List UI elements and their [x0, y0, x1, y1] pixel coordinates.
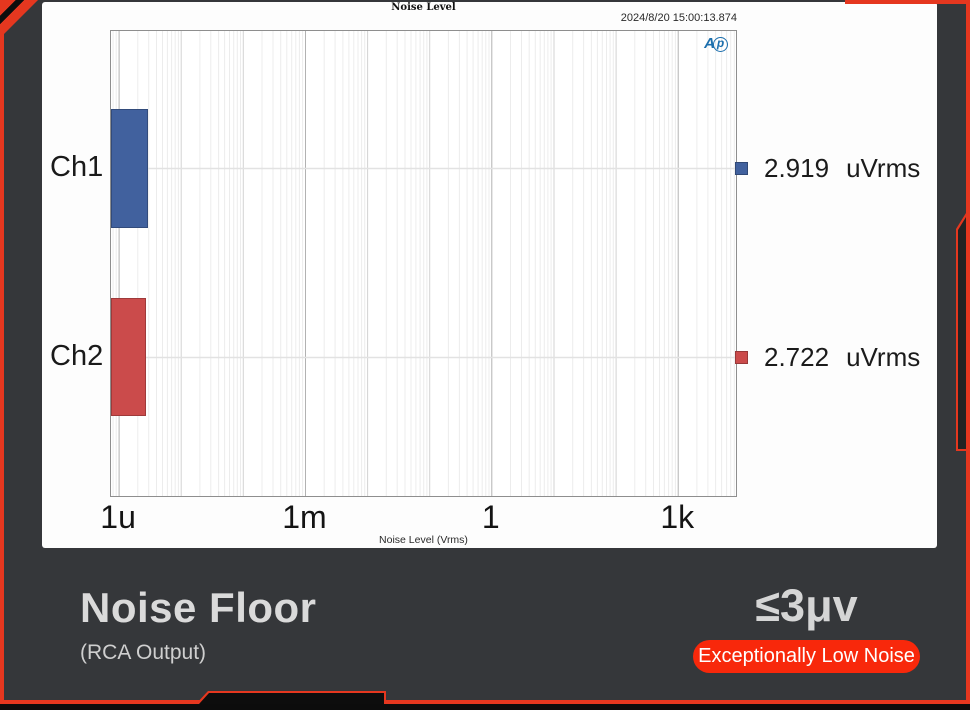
legend-unit-ch1: uVrms	[846, 152, 921, 183]
footer-badge: Exceptionally Low Noise	[693, 640, 920, 673]
right-red-strip	[966, 0, 970, 710]
x-tick-1m: 1m	[282, 499, 327, 535]
x-tick-1: 1	[481, 499, 500, 535]
bottom-red-line	[0, 700, 970, 704]
legend-entry-ch2: 2.722 uVrms	[735, 342, 920, 372]
bottom-edge-accent	[196, 691, 386, 704]
grid-lines	[111, 31, 736, 496]
y-axis-label-ch1: Ch1	[50, 151, 104, 183]
chart-title: Noise Level	[391, 2, 456, 13]
legend-swatch-ch1	[735, 161, 748, 175]
logo-letter-a: A	[704, 35, 715, 52]
right-edge-accent	[956, 213, 966, 451]
footer-title: Noise Floor	[80, 584, 317, 631]
legend-value-ch2: 2.722	[764, 341, 830, 372]
legend-entry-ch1: 2.919 uVrms	[735, 153, 920, 183]
left-red-strip	[0, 0, 4, 710]
legend-value-ch1: 2.919	[764, 152, 830, 183]
chart-timestamp: 2024/8/20 15:00:13.874	[620, 12, 737, 24]
legend-swatch-ch2	[735, 350, 748, 364]
x-axis-ticks: 1u 1m 1 1k	[100, 499, 737, 537]
bar-ch2	[111, 298, 147, 416]
x-tick-1k: 1k	[660, 499, 695, 535]
corner-accent	[0, 0, 38, 38]
top-red-strip	[845, 0, 970, 4]
bottom-black-bar	[0, 704, 970, 710]
footer-spec: ≤3μv	[755, 580, 858, 631]
legend-unit-ch2: uVrms	[846, 341, 921, 372]
logo-letter-p: p	[713, 36, 728, 52]
bottom-edge-accent-fill	[199, 693, 384, 704]
footer-subtitle: (RCA Output)	[80, 641, 207, 664]
x-axis-title: Noise Level (Vrms)	[379, 534, 468, 546]
right-edge-accent-fill	[958, 217, 966, 449]
bar-ch1	[111, 109, 148, 228]
x-tick-1u: 1u	[100, 499, 136, 535]
y-axis-label-ch2: Ch2	[50, 340, 104, 372]
